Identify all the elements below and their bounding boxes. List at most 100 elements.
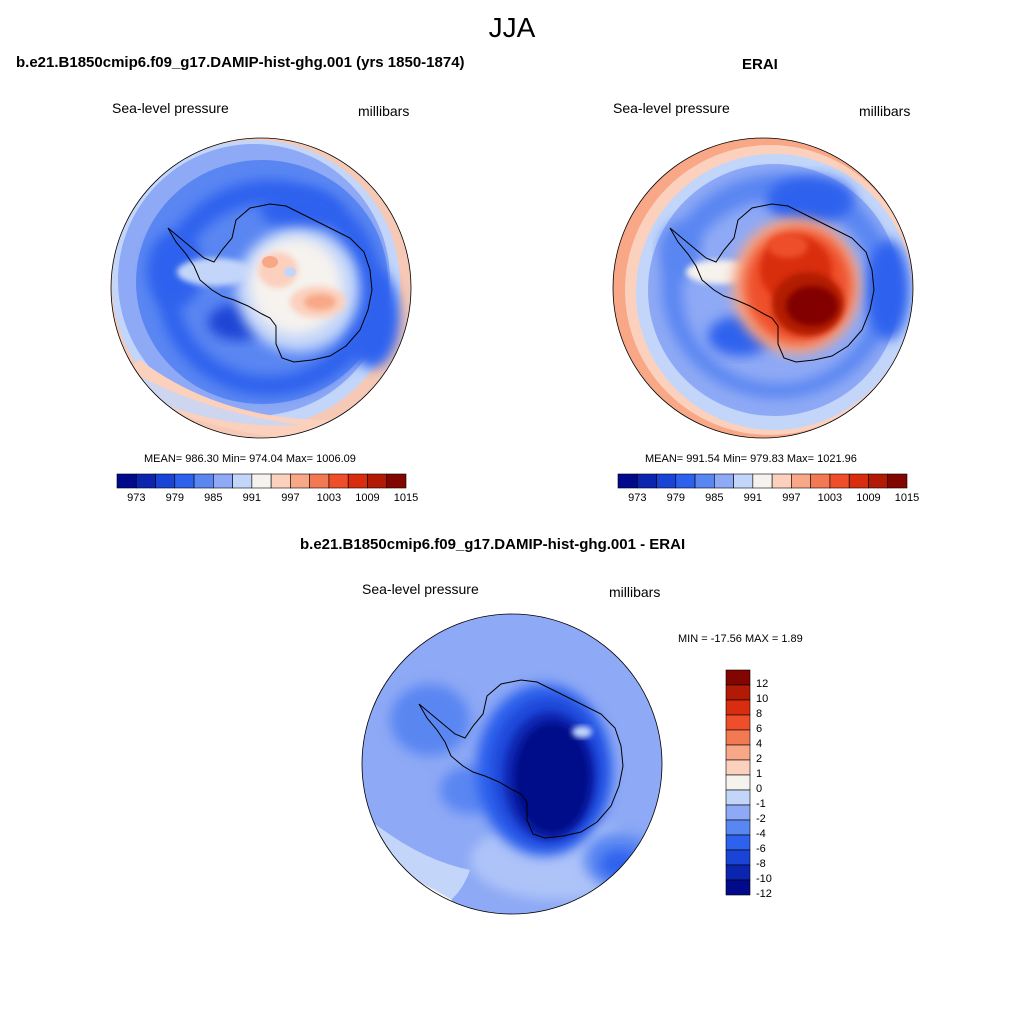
diff-colorbar-tick-label: -8 (756, 858, 766, 870)
diff-variable-label: Sea-level pressure (362, 581, 479, 597)
diff-colorbar-tick-label: -1 (756, 798, 766, 810)
diff-colorbar-tick-label: 10 (756, 693, 769, 705)
model-colorbar-tick-label: 1003 (316, 492, 342, 504)
diff-colorbar-tick-label: 1 (756, 768, 763, 780)
diff-colorbar-tick-label: 8 (756, 708, 763, 720)
obs-colorbar-tick-label: 1015 (894, 492, 920, 504)
model-colorbar-tick-label: 1015 (393, 492, 419, 504)
obs-colorbar-tick-label: 985 (705, 492, 724, 504)
model-colorbar-box (232, 473, 253, 489)
model-colorbar-box (290, 473, 310, 489)
model-panel-title: b.e21.B1850cmip6.f09_g17.DAMIP-hist-ghg.… (16, 54, 465, 71)
obs-colorbar-box (848, 473, 869, 489)
diff-map-border (361, 613, 663, 915)
diff-coastline (418, 679, 624, 839)
obs-colorbar-tick-label: 997 (782, 492, 801, 504)
obs-colorbar-box (636, 473, 657, 489)
obs-colorbar-tick-label: 1003 (817, 492, 843, 504)
diff-colorbar-tick-label: -6 (756, 843, 766, 855)
obs-colorbar-tick-label: 973 (628, 492, 647, 504)
diff-colorbar (725, 669, 751, 896)
diff-colorbar-tick-label: -12 (756, 888, 772, 900)
diff-colorbar-tick-label: 6 (756, 723, 763, 735)
diff-colorbar-tick-label: -2 (756, 813, 766, 825)
figure-title: JJA (488, 12, 536, 43)
diff-colorbar-tick-label: 0 (756, 783, 763, 795)
diff-colorbar-box (725, 759, 751, 776)
model-colorbar-box (309, 473, 330, 489)
diff-colorbar-box (725, 789, 751, 806)
diff-colorbar-box (725, 819, 751, 836)
diff-colorbar-box (725, 684, 751, 701)
obs-colorbar-box (694, 473, 715, 489)
diff-units-label: millibars (609, 584, 661, 600)
obs-colorbar-tick-label: 979 (666, 492, 685, 504)
diff-colorbar-box (725, 774, 751, 791)
model-colorbar-box (174, 473, 195, 489)
diff-colorbar-box (725, 744, 751, 761)
model-colorbar-box (386, 473, 407, 489)
diff-colorbar-box (725, 864, 751, 881)
diff-colorbar-box (725, 669, 751, 686)
model-units-label: millibars (358, 103, 410, 119)
diff-stats: MIN = -17.56 MAX = 1.89 (678, 633, 803, 645)
model-map-border (110, 137, 412, 439)
diff-colorbar-box (725, 729, 751, 746)
obs-panel-title: ERAI (742, 56, 778, 73)
model-colorbar-tick-label: 1009 (355, 492, 380, 504)
model-colorbar-box (193, 473, 214, 489)
obs-colorbar-box (714, 473, 734, 489)
model-colorbar-box (135, 473, 156, 489)
model-colorbar-tick-label: 979 (165, 492, 184, 504)
obs-colorbar-box (887, 473, 908, 489)
obs-colorbar-box (771, 473, 792, 489)
model-colorbar-box (328, 473, 349, 489)
obs-colorbar-box (791, 473, 811, 489)
diff-colorbar-box (725, 714, 751, 731)
obs-colorbar-box (829, 473, 850, 489)
obs-variable-label: Sea-level pressure (613, 100, 730, 116)
obs-colorbar (617, 473, 908, 489)
model-coastline (167, 203, 373, 363)
obs-colorbar-box (752, 473, 773, 489)
model-colorbar (116, 473, 407, 489)
model-colorbar-tick-label: 985 (204, 492, 223, 504)
model-colorbar-box (347, 473, 368, 489)
diff-colorbar-tick-label: 12 (756, 678, 769, 690)
obs-units-label: millibars (859, 103, 911, 119)
obs-stats: MEAN= 991.54 Min= 979.83 Max= 1021.96 (645, 453, 857, 465)
diff-panel-title: b.e21.B1850cmip6.f09_g17.DAMIP-hist-ghg.… (300, 536, 686, 553)
obs-colorbar-box (617, 473, 638, 489)
diff-colorbar-tick-label: -4 (756, 828, 766, 840)
obs-map-border (612, 137, 914, 439)
obs-coastline (669, 203, 875, 363)
obs-colorbar-tick-label: 1009 (856, 492, 881, 504)
model-colorbar-box (116, 473, 137, 489)
model-variable-label: Sea-level pressure (112, 100, 229, 116)
obs-colorbar-tick-label: 991 (743, 492, 763, 504)
model-colorbar-box (367, 473, 388, 489)
diff-colorbar-tick-label: 4 (756, 738, 763, 750)
diff-colorbar-box (725, 849, 751, 866)
diff-colorbar-box (725, 834, 751, 851)
obs-colorbar-box (733, 473, 754, 489)
obs-colorbar-box (810, 473, 831, 489)
model-colorbar-box (270, 473, 291, 489)
obs-colorbar-box (675, 473, 696, 489)
diff-colorbar-tick-label: 2 (756, 753, 763, 765)
model-colorbar-tick-label: 973 (127, 492, 146, 504)
diff-colorbar-tick-label: -10 (756, 873, 772, 885)
obs-colorbar-box (656, 473, 677, 489)
diff-colorbar-box (725, 804, 751, 821)
model-colorbar-tick-label: 991 (242, 492, 262, 504)
model-colorbar-box (251, 473, 272, 489)
model-colorbar-box (213, 473, 233, 489)
diff-colorbar-box (725, 879, 751, 896)
model-stats: MEAN= 986.30 Min= 974.04 Max= 1006.09 (144, 453, 356, 465)
obs-polar-map (613, 138, 913, 438)
diff-polar-map (362, 614, 662, 914)
diff-colorbar-box (725, 699, 751, 716)
obs-colorbar-box (868, 473, 889, 489)
model-colorbar-box (155, 473, 176, 489)
